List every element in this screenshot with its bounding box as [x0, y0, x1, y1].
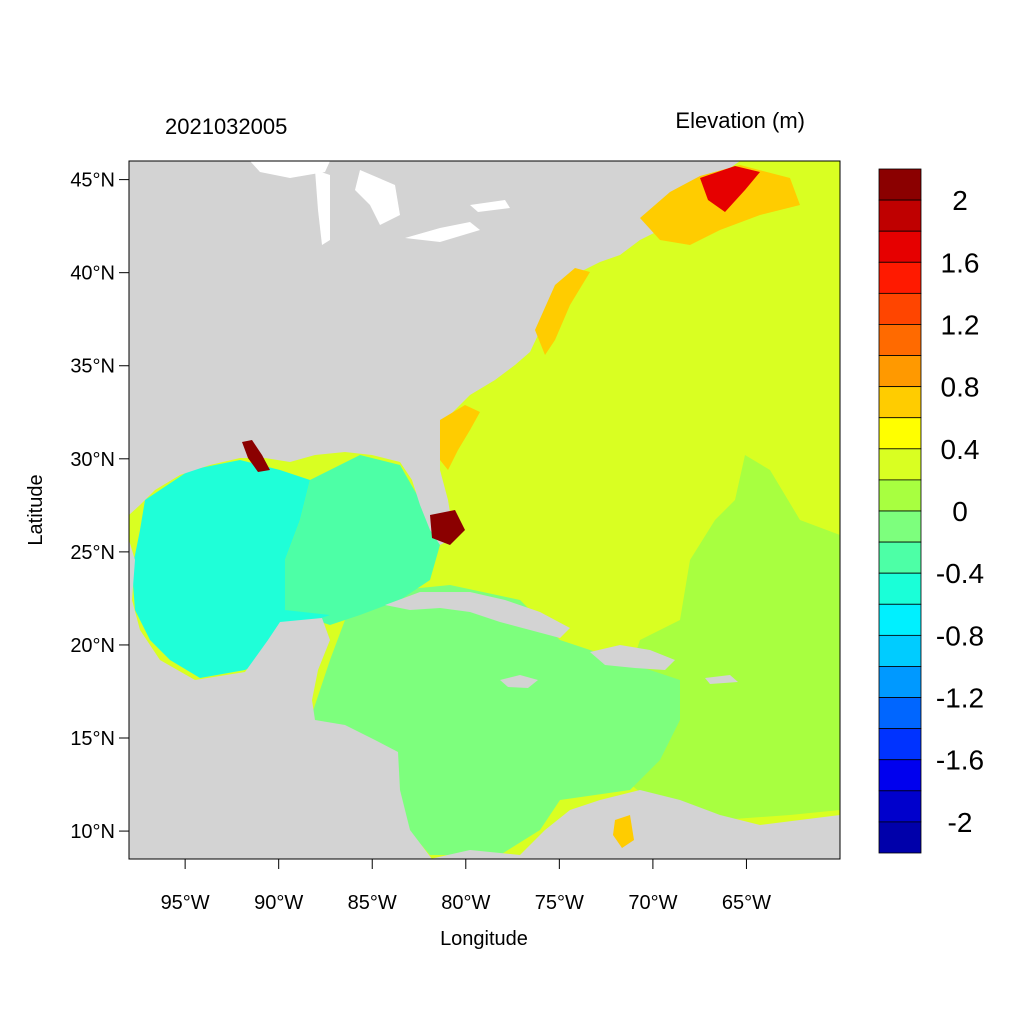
- colorbar-cell: [878, 697, 922, 730]
- colorbar-cell: [878, 821, 922, 854]
- jamaica-land: [500, 675, 538, 688]
- y-tick-label: 35°N: [70, 356, 115, 378]
- north-america-land: [129, 161, 740, 545]
- louisiana-surge: [242, 440, 270, 472]
- colorbar-cell: [878, 666, 922, 698]
- colorbar-cell: [878, 324, 922, 356]
- mexico-central-america-land: [129, 540, 432, 859]
- colorbar-label: -1.2: [936, 683, 984, 714]
- colorbar-cell: [878, 634, 922, 667]
- y-tick-label: 30°N: [70, 449, 115, 471]
- colorbar-cell: [878, 292, 922, 325]
- x-tick-label: 85°W: [348, 892, 397, 914]
- colorbar-cell: [878, 790, 922, 823]
- colorbar-cell: [878, 510, 922, 543]
- y-tick-label: 15°N: [70, 728, 115, 750]
- lake-huron: [355, 170, 400, 225]
- x-tick-label: 80°W: [441, 892, 490, 914]
- lake-superior: [250, 161, 330, 178]
- colorbar-cell: [878, 448, 922, 481]
- colorbar-label: 2: [952, 185, 968, 216]
- hispaniola-land: [590, 645, 675, 670]
- colorbar-cell: [878, 386, 922, 419]
- colorbar-cell: [878, 541, 922, 574]
- colorbar-cell: [878, 168, 922, 201]
- gulf-of-maine-surge: [700, 166, 760, 212]
- y-tick-label: 45°N: [70, 170, 115, 192]
- variable-label: Elevation (m): [675, 108, 805, 133]
- colorbar-cell: [878, 572, 922, 605]
- x-tick-label: 70°W: [628, 892, 677, 914]
- y-tick-label: 20°N: [70, 635, 115, 657]
- colorbar-cell: [878, 355, 922, 388]
- lake-maracaibo-surge: [613, 815, 634, 848]
- y-axis-ticks: 45°N 40°N 35°N 30°N 25°N 20°N 15°N 10°N: [70, 170, 129, 843]
- puerto-rico-land: [705, 675, 738, 684]
- colorbar-label: -1.6: [936, 745, 984, 776]
- colorbar-label: -2: [948, 807, 973, 838]
- south-america-land: [430, 790, 840, 859]
- colorbar-label: 1.6: [941, 247, 980, 278]
- colorbar-label: -0.4: [936, 558, 984, 589]
- south-florida-surge: [430, 510, 465, 545]
- y-tick-label: 10°N: [70, 821, 115, 843]
- x-tick-label: 75°W: [535, 892, 584, 914]
- colorbar-label: 1.2: [941, 309, 980, 340]
- plot-frame: [128, 160, 841, 860]
- colorbar-cell: [878, 479, 922, 512]
- colorbar-label: 0.4: [941, 434, 980, 465]
- colorbar-label: 0: [952, 496, 968, 527]
- colorbar-label: -0.8: [936, 620, 984, 651]
- y-tick-label: 40°N: [70, 263, 115, 285]
- southeast-coastal-surge: [440, 405, 480, 470]
- colorbar-cell: [878, 603, 922, 636]
- midatlantic-coastal-surge: [535, 268, 590, 355]
- x-axis-ticks: 95°W 90°W 85°W 80°W 75°W 70°W 65°W: [161, 859, 771, 914]
- colorbar: [878, 168, 922, 854]
- map-area: [129, 161, 840, 859]
- x-tick-label: 95°W: [161, 892, 210, 914]
- colorbar-cell: [878, 261, 922, 294]
- colorbar-cell: [878, 417, 922, 450]
- x-axis-label: Longitude: [440, 928, 528, 950]
- colorbar-labels: 2 1.6 1.2 0.8 0.4 0 -0.4 -0.8 -1.2 -1.6 -2: [936, 185, 984, 838]
- x-tick-label: 90°W: [254, 892, 303, 914]
- gulf-east-water: [285, 455, 440, 625]
- cuba-land: [385, 592, 570, 638]
- lake-michigan: [315, 170, 330, 245]
- y-axis-label: Latitude: [25, 474, 47, 545]
- date-label: 2021032005: [165, 114, 287, 139]
- colorbar-cell: [878, 230, 922, 263]
- caribbean-water: [310, 585, 680, 855]
- colorbar-cell: [878, 759, 922, 792]
- y-tick-label: 25°N: [70, 542, 115, 564]
- colorbar-label: 0.8: [941, 372, 980, 403]
- lake-erie: [405, 222, 480, 242]
- colorbar-cell: [878, 199, 922, 232]
- colorbar-cell: [878, 728, 922, 761]
- x-tick-label: 65°W: [722, 892, 771, 914]
- lake-ontario: [470, 200, 510, 212]
